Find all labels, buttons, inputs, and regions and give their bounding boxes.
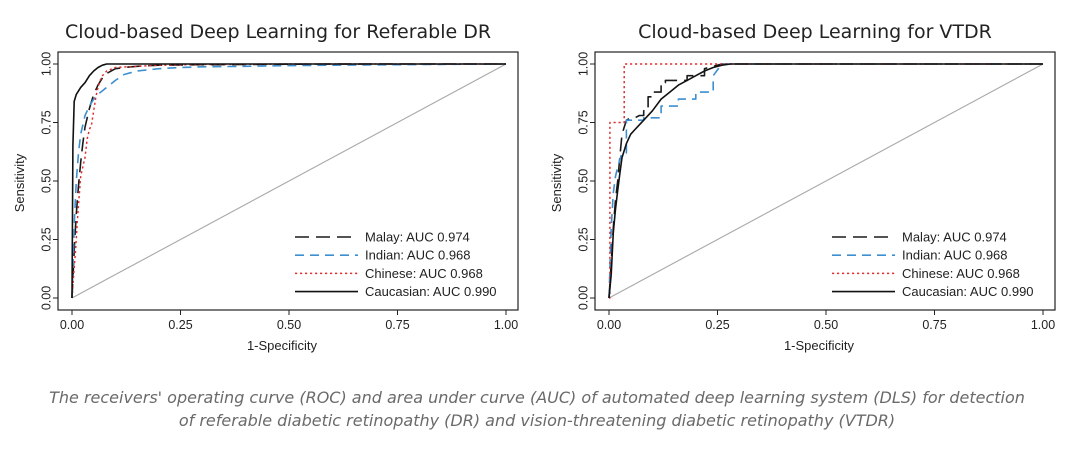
- x-axis-label: 1-Specificity: [784, 338, 855, 353]
- series-line-malay: [608, 63, 1043, 299]
- series-line-caucasian: [608, 63, 1043, 299]
- y-tick-label: 1.00: [39, 52, 53, 76]
- y-tick-label: 0.75: [39, 110, 53, 134]
- y-tick-label: 0.50: [39, 169, 53, 193]
- roc-chart-vtdr: Cloud-based Deep Learning for VTDR 0.00 0.…: [549, 21, 1056, 353]
- chart-title: Cloud-based Deep Learning for Referable …: [65, 21, 491, 43]
- y-tick-label: 0.00: [576, 286, 590, 310]
- legend-label-malay: Malay: AUC 0.974: [365, 230, 470, 245]
- y-tick-label: 0.25: [39, 227, 53, 251]
- legend-label-caucasian: Caucasian: AUC 0.990: [365, 284, 497, 299]
- chart-vtdr: Cloud-based Deep Learning for VTDR 0.00 0.…: [537, 0, 1074, 380]
- reference-diagonal-line: [608, 63, 1044, 299]
- legend-label-indian: Indian: AUC 0.968: [902, 248, 1008, 263]
- legend-label-caucasian: Caucasian: AUC 0.990: [902, 284, 1034, 299]
- legend-label-chinese: Chinese: AUC 0.968: [902, 266, 1020, 281]
- series-line-chinese: [71, 63, 506, 299]
- y-tick-label: 1.00: [576, 52, 590, 76]
- x-axis-label: 1-Specificity: [247, 338, 318, 353]
- caption-line-2: of referable diabetic retinopathy (DR) a…: [178, 411, 896, 430]
- legend-label-chinese: Chinese: AUC 0.968: [365, 266, 483, 281]
- legend-label-malay: Malay: AUC 0.974: [902, 230, 1007, 245]
- x-tick-label: 0.75: [922, 318, 946, 332]
- chart-title: Cloud-based Deep Learning for VTDR: [638, 21, 992, 43]
- x-tick-label: 0.50: [277, 318, 301, 332]
- x-tick-label: 0.00: [60, 318, 84, 332]
- figure-caption: The receivers' operating curve (ROC) and…: [0, 386, 1074, 432]
- x-tick-label: 0.25: [168, 318, 192, 332]
- series-line-caucasian: [71, 63, 506, 299]
- x-tick-label: 0.50: [814, 318, 838, 332]
- x-tick-label: 1.00: [1031, 318, 1055, 332]
- y-tick-label: 0.50: [576, 169, 590, 193]
- y-tick-label: 0.00: [39, 286, 53, 310]
- x-tick-label: 0.75: [385, 318, 409, 332]
- x-tick-label: 1.00: [494, 318, 518, 332]
- y-axis-label: Sensitivity: [12, 153, 27, 212]
- roc-chart-referable-dr: Cloud-based Deep Learning for Referable …: [12, 21, 519, 353]
- reference-diagonal-line: [71, 63, 507, 299]
- legend-label-indian: Indian: AUC 0.968: [365, 248, 471, 263]
- series-line-indian: [608, 63, 1043, 299]
- x-tick-label: 0.25: [705, 318, 729, 332]
- caption-line-1: The receivers' operating curve (ROC) and…: [49, 388, 1025, 407]
- y-tick-label: 0.25: [576, 227, 590, 251]
- y-axis-label: Sensitivity: [549, 153, 564, 212]
- chart-referable-dr: Cloud-based Deep Learning for Referable …: [0, 0, 537, 380]
- y-tick-label: 0.75: [576, 110, 590, 134]
- x-tick-label: 0.00: [597, 318, 621, 332]
